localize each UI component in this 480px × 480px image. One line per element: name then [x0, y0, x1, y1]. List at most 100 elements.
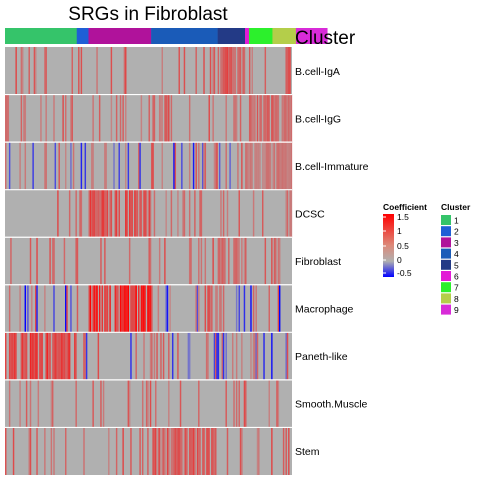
heatmap-cell [66, 284, 68, 333]
heatmap-cell [263, 142, 265, 190]
heatmap-row-stem [5, 427, 290, 475]
heatmap-cell [10, 332, 12, 380]
heatmap-cell [29, 237, 32, 285]
heatmap-cell [70, 94, 72, 143]
heatmap-cell [127, 142, 130, 190]
heatmap-cell [58, 332, 60, 380]
heatmap-cell [250, 284, 252, 333]
heatmap-cell [216, 142, 218, 190]
heatmap-cell [8, 379, 11, 428]
heatmap-cell [62, 332, 64, 380]
heatmap-cell [48, 332, 50, 380]
heatmap-cell [135, 189, 137, 238]
heatmap-cell [51, 332, 54, 380]
coefficient-colorbar [383, 214, 394, 277]
heatmap-cell [95, 284, 97, 333]
heatmap-cell [162, 427, 165, 475]
heatmap-cell [156, 332, 158, 380]
heatmap-cell [8, 284, 11, 333]
heatmap-cell [37, 379, 40, 428]
row-label: Paneth-like [295, 351, 348, 363]
heatmap-cell [221, 47, 224, 95]
heatmap-cell [289, 47, 291, 95]
heatmap-cell [96, 189, 98, 238]
heatmap-cell [109, 284, 111, 333]
heatmap-cell [110, 189, 113, 238]
heatmap-cell [222, 47, 225, 95]
coefficient-tick-label: 1 [397, 226, 402, 236]
heatmap-cell [20, 332, 23, 380]
heatmap-cell [276, 142, 278, 190]
heatmap-cell [38, 332, 41, 380]
heatmap-cell [21, 47, 24, 95]
heatmap-cell [153, 332, 156, 380]
heatmap-cell [12, 427, 15, 475]
heatmap-cell [170, 94, 173, 143]
heatmap-cell [220, 189, 222, 238]
heatmap-row-b-cell-igg [5, 94, 293, 143]
heatmap-cell [33, 47, 36, 95]
cluster-annotation-segment-6 [245, 28, 250, 44]
heatmap-cell [78, 47, 80, 95]
heatmap-cell [278, 237, 281, 285]
heatmap-cell [212, 427, 214, 475]
heatmap-cell [83, 427, 85, 475]
heatmap-cell [226, 189, 229, 238]
heatmap-cell [233, 94, 235, 143]
heatmap-cell [203, 142, 205, 190]
heatmap-cell [23, 94, 25, 143]
heatmap-cell [273, 142, 276, 190]
heatmap-cell [119, 284, 122, 333]
heatmap-cell [194, 427, 196, 475]
heatmap-cell [134, 189, 136, 238]
heatmap-cell [173, 142, 175, 190]
heatmap-cell [233, 379, 235, 428]
heatmap-cell [19, 284, 21, 333]
heatmap-cell [204, 284, 207, 333]
heatmap-cell [277, 284, 280, 333]
heatmap-cell [265, 142, 268, 190]
heatmap-cell [211, 284, 213, 333]
heatmap-cell [157, 284, 160, 333]
heatmap-cell [205, 332, 208, 380]
heatmap-cell [190, 237, 192, 285]
heatmap-cell [239, 94, 242, 143]
heatmap-cell [196, 284, 199, 333]
heatmap-cell [122, 284, 124, 333]
heatmap-cell [115, 94, 118, 143]
heatmap-cell [250, 94, 252, 143]
heatmap-cell [168, 332, 170, 380]
heatmap-cell [126, 284, 128, 333]
heatmap-cell [289, 94, 291, 143]
heatmap-cell [204, 237, 207, 285]
heatmap-cell [247, 142, 250, 190]
heatmap-cell [181, 427, 183, 475]
heatmap-cell [272, 142, 274, 190]
heatmap-cell [151, 284, 153, 333]
heatmap-cell [106, 189, 109, 238]
heatmap-cell [147, 427, 149, 475]
heatmap-cell [198, 284, 200, 333]
heatmap-cell [213, 427, 216, 475]
heatmap-cell [102, 189, 105, 238]
heatmap-cell [57, 332, 59, 380]
heatmap-cell [220, 237, 222, 285]
heatmap-cell [84, 142, 87, 190]
heatmap-cell [88, 284, 90, 333]
heatmap-cell [110, 47, 113, 95]
heatmap-cell [58, 142, 60, 190]
heatmap-cell [207, 332, 209, 380]
heatmap-cell [251, 142, 254, 190]
heatmap-cell [105, 284, 107, 333]
heatmap-cell [125, 142, 127, 190]
heatmap-cell [75, 189, 77, 238]
heatmap-row-macrophage [8, 284, 281, 333]
heatmap-cell [221, 237, 224, 285]
heatmap-cell [234, 237, 237, 285]
heatmap-cell [140, 189, 143, 238]
heatmap-cell [145, 379, 148, 428]
heatmap-cell [178, 427, 180, 475]
heatmap-cell [100, 237, 102, 285]
heatmap-cell [92, 142, 94, 190]
